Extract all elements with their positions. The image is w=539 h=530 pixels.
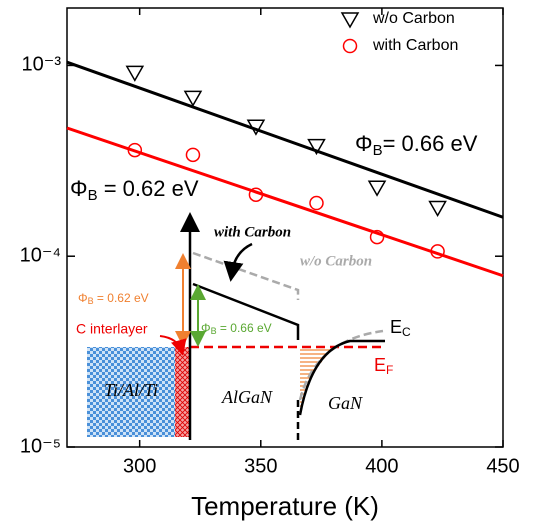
plot-frame [66,7,504,448]
annotation: ΦB= 0.66 eV [355,131,478,159]
data-point [125,65,145,82]
x-tick-label: 300 [123,455,156,477]
carbon-interlayer [175,347,190,437]
data-point [369,229,385,245]
y-tick-label: 10⁻⁵ [20,435,61,457]
data-point [307,138,326,156]
inset-label: Ti/Al/Ti [104,380,158,400]
inset-label: GaN [328,393,363,413]
data-point [428,200,447,218]
inset-label: EC [390,317,411,339]
band-with-carbon [192,282,300,340]
fit-line [66,126,504,278]
pointer-arrow [223,242,253,282]
inset-label: with Carbon [214,224,291,240]
x-tick-label: 400 [365,455,398,477]
annotation: ΦB = 0.62 eV [70,176,199,204]
legend-marker [342,38,358,54]
data-point [309,195,324,211]
data-point [183,90,203,107]
fit-line [66,60,504,219]
y-tick-label: 10⁻⁴ [20,244,61,266]
x-axis-label: Temperature (K) [191,491,379,521]
metal-region [87,347,175,437]
legend-label: with Carbon [372,37,458,54]
inset-label: ΦB = 0.62 eV [78,291,149,306]
data-point [367,180,387,197]
inset-label: ΦB = 0.66 eV [201,321,272,336]
band-with-carbon-gan [298,339,385,416]
data-point [430,244,445,259]
band-diagram: with Carbon w/o Carbon ΦB = 0.62 eV ΦB =… [76,212,411,440]
inset-label: AlGaN [221,387,273,407]
inset-label: C interlayer [76,321,148,337]
y-tick-label: 10⁻³ [22,54,62,76]
inset-label: w/o Carbon [300,253,372,269]
data-point [127,142,143,158]
x-tick-label: 450 [486,455,519,477]
pointer-arrow [159,335,187,356]
data-point [248,187,264,202]
data-point [185,147,201,163]
legend-label: w/o Carbon [372,10,455,27]
legend-marker [340,12,360,29]
electron-accumulation [300,349,330,410]
band-without-carbon [192,251,300,300]
inset-label: EF [374,355,393,377]
x-tick-label: 350 [244,455,277,477]
data-point [246,119,266,136]
